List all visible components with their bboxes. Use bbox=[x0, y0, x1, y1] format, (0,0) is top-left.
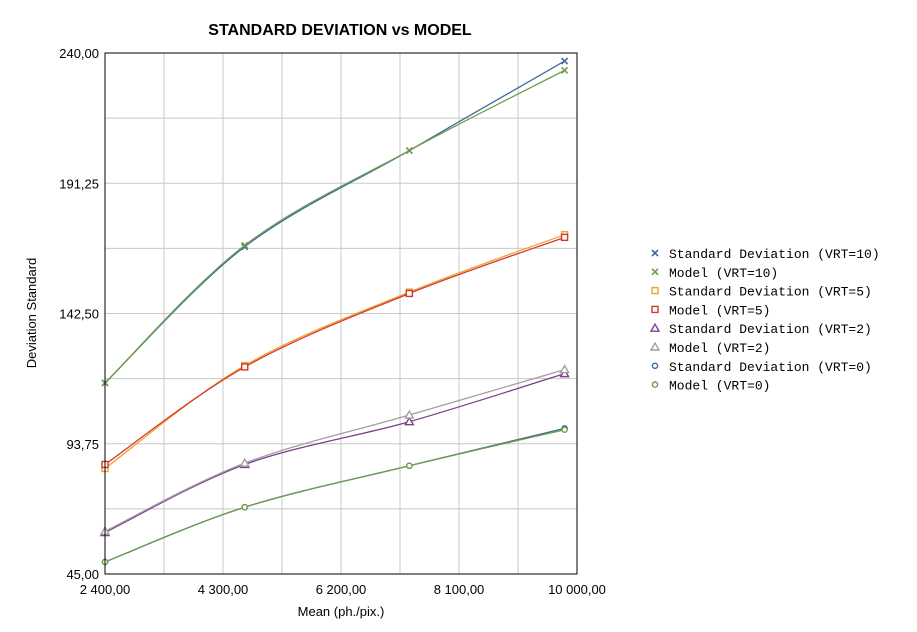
data-point bbox=[559, 364, 570, 374]
legend-item: Standard Deviation (VRT=0) bbox=[651, 360, 872, 375]
data-point bbox=[241, 241, 249, 249]
legend-label: Standard Deviation (VRT=10) bbox=[669, 247, 880, 262]
x-axis-title: Mean (ph./pix.) bbox=[298, 604, 385, 619]
x-tick-label: 10 000,00 bbox=[548, 582, 606, 597]
series-4 bbox=[99, 368, 570, 537]
y-tick-label: 45,00 bbox=[66, 567, 99, 582]
x-tick-label: 8 100,00 bbox=[434, 582, 485, 597]
legend-label: Model (VRT=2) bbox=[669, 341, 770, 356]
series-layer bbox=[99, 57, 570, 566]
series-line bbox=[104, 234, 565, 469]
legend-label: Standard Deviation (VRT=2) bbox=[669, 322, 872, 337]
series-1 bbox=[101, 66, 569, 387]
legend-marker bbox=[651, 268, 659, 276]
series-line bbox=[104, 236, 565, 465]
series-line bbox=[104, 69, 565, 384]
data-point bbox=[404, 409, 415, 419]
legend-marker bbox=[651, 286, 659, 295]
legend-label: Model (VRT=10) bbox=[669, 266, 778, 281]
legend-item: Standard Deviation (VRT=2) bbox=[649, 322, 872, 337]
legend-item: Model (VRT=2) bbox=[649, 341, 770, 356]
legend-label: Standard Deviation (VRT=5) bbox=[669, 285, 872, 300]
series-line bbox=[104, 60, 565, 384]
legend-marker bbox=[651, 362, 659, 370]
chart-title: STANDARD DEVIATION vs MODEL bbox=[208, 22, 472, 39]
data-point bbox=[561, 57, 569, 65]
series-line bbox=[104, 368, 565, 532]
legend-item: Model (VRT=0) bbox=[651, 379, 770, 394]
x-tick-label: 6 200,00 bbox=[316, 582, 367, 597]
data-point bbox=[241, 363, 249, 371]
series-0 bbox=[101, 57, 569, 387]
legend-marker bbox=[649, 341, 661, 351]
data-point bbox=[241, 503, 249, 511]
legend-marker bbox=[651, 249, 659, 257]
legend-label: Model (VRT=0) bbox=[669, 379, 770, 394]
legend: Standard Deviation (VRT=10) Model (VRT=10… bbox=[649, 247, 880, 394]
data-point bbox=[241, 243, 249, 251]
legend-item: Standard Deviation (VRT=10) bbox=[651, 247, 880, 262]
data-point bbox=[560, 233, 569, 242]
data-point bbox=[404, 416, 415, 426]
x-tick-label: 2 400,00 bbox=[80, 582, 131, 597]
x-tick-label: 4 300,00 bbox=[198, 582, 249, 597]
legend-label: Standard Deviation (VRT=0) bbox=[669, 360, 872, 375]
data-point bbox=[561, 426, 568, 434]
series-6 bbox=[101, 425, 568, 566]
data-point bbox=[406, 462, 413, 470]
series-line bbox=[104, 372, 565, 534]
tick-labels: 2 400,00 4 300,00 6 200,00 8 100,00 10 000,0… bbox=[59, 46, 606, 597]
y-tick-label: 142,50 bbox=[59, 307, 99, 322]
legend-item: Model (VRT=5) bbox=[651, 303, 770, 318]
y-tick-label: 93,75 bbox=[66, 437, 99, 452]
data-point bbox=[561, 66, 569, 74]
legend-marker bbox=[651, 305, 659, 314]
legend-marker bbox=[649, 322, 661, 332]
series-line bbox=[104, 429, 565, 563]
legend-label: Model (VRT=5) bbox=[669, 303, 770, 318]
legend-marker bbox=[651, 381, 659, 388]
data-point bbox=[239, 457, 250, 467]
plot-frame bbox=[104, 52, 578, 575]
y-tick-label: 191,25 bbox=[59, 176, 99, 191]
data-point bbox=[405, 289, 414, 298]
legend-item: Standard Deviation (VRT=5) bbox=[651, 285, 872, 300]
legend-item: Model (VRT=10) bbox=[651, 266, 778, 281]
series-3 bbox=[101, 233, 569, 469]
y-tick-label: 240,00 bbox=[59, 46, 99, 61]
data-point bbox=[405, 146, 413, 155]
y-axis-title: Deviation Standard bbox=[24, 258, 39, 369]
